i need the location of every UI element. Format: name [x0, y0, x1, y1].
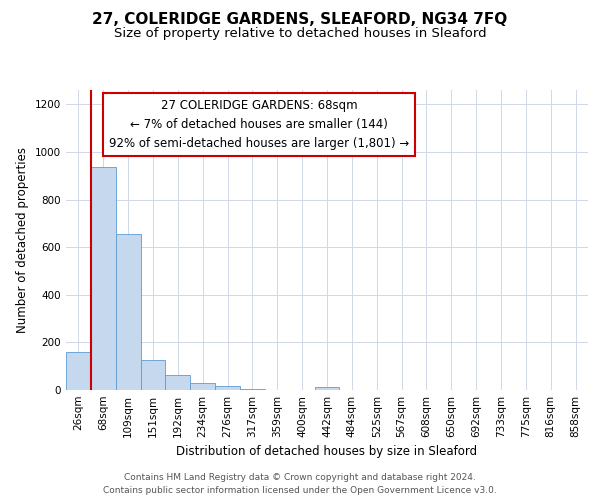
Bar: [166, 375, 190, 390]
X-axis label: Distribution of detached houses by size in Sleaford: Distribution of detached houses by size …: [176, 446, 478, 458]
Bar: [91, 168, 116, 390]
Text: Size of property relative to detached houses in Sleaford: Size of property relative to detached ho…: [113, 28, 487, 40]
Bar: [190, 383, 215, 390]
Bar: [240, 389, 265, 390]
Text: Contains HM Land Registry data © Crown copyright and database right 2024.
Contai: Contains HM Land Registry data © Crown c…: [103, 474, 497, 495]
Text: 27, COLERIDGE GARDENS, SLEAFORD, NG34 7FQ: 27, COLERIDGE GARDENS, SLEAFORD, NG34 7F…: [92, 12, 508, 28]
Y-axis label: Number of detached properties: Number of detached properties: [16, 147, 29, 333]
Bar: [140, 360, 166, 390]
Bar: [66, 352, 91, 390]
Bar: [314, 387, 340, 390]
Bar: [116, 234, 140, 390]
Bar: [215, 386, 240, 390]
Text: 27 COLERIDGE GARDENS: 68sqm
← 7% of detached houses are smaller (144)
92% of sem: 27 COLERIDGE GARDENS: 68sqm ← 7% of deta…: [109, 99, 409, 150]
